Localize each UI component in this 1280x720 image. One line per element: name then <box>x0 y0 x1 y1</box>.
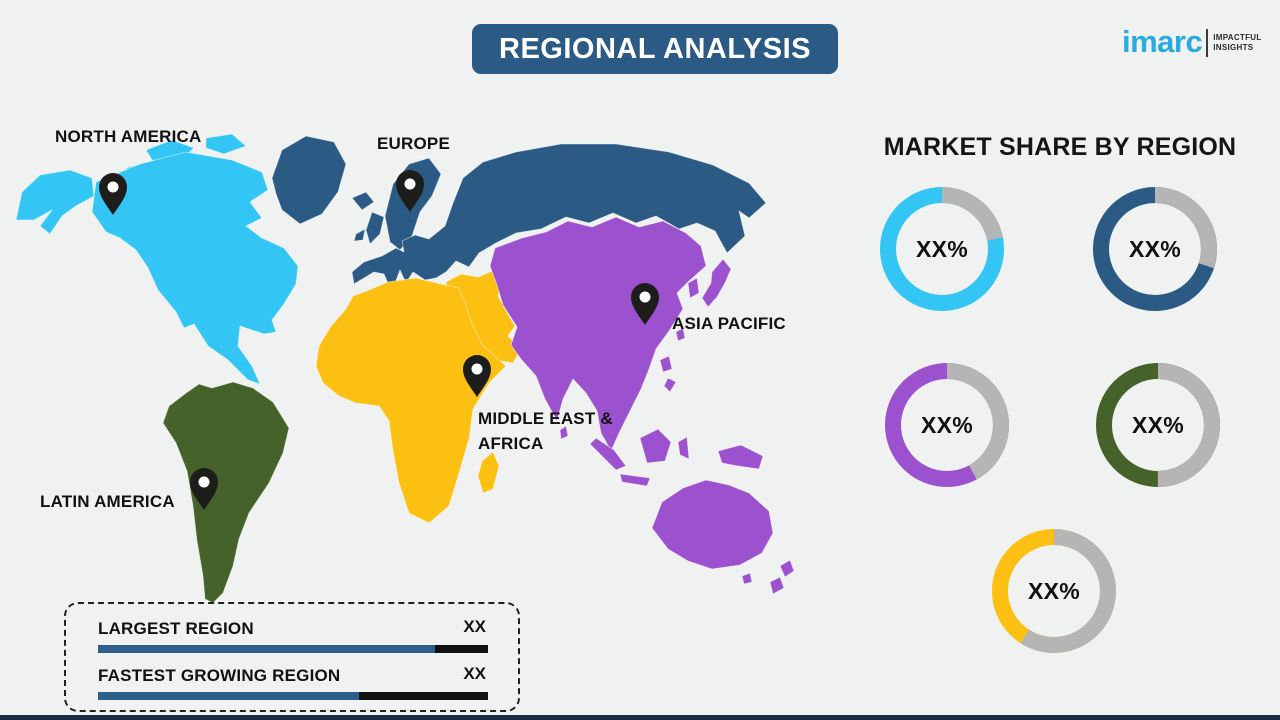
title-banner: REGIONAL ANALYSIS <box>472 24 838 74</box>
donut-latin-america: XX% <box>1088 355 1228 495</box>
label-europe: EUROPE <box>377 134 450 153</box>
fastest-growing-region-value: XX <box>463 664 486 683</box>
pin-middle-east-africa <box>463 355 491 397</box>
largest-region-value: XX <box>463 617 486 636</box>
label-middle-east-africa: MIDDLE EAST & AFRICA <box>478 409 613 453</box>
pin-north-america <box>99 173 127 215</box>
donut-percent-label: XX% <box>1128 235 1182 262</box>
largest-region-bar <box>98 645 488 653</box>
footer-accent-line <box>0 715 1280 720</box>
label-north-america: NORTH AMERICA <box>55 127 202 146</box>
pin-latin-america <box>190 468 218 510</box>
largest-region-label: LARGEST REGION <box>98 619 254 638</box>
fastest-growing-region-label: FASTEST GROWING REGION <box>98 666 341 685</box>
label-latin-america: LATIN AMERICA <box>40 492 175 511</box>
pin-europe <box>396 170 424 212</box>
region-asia-pacific <box>489 216 795 595</box>
donut-asia-pacific: XX% <box>877 355 1017 495</box>
donut-percent-label: XX% <box>1131 411 1185 438</box>
logo-divider <box>1206 28 1209 57</box>
fastest-growing-region-bar <box>98 692 488 700</box>
region-summary-box: LARGEST REGION XX FASTEST GROWING REGION… <box>64 602 520 712</box>
region-middle-east-africa <box>315 269 522 524</box>
imarc-logo: imarc IMPACTFUL INSIGHTS <box>1122 26 1262 57</box>
donut-europe: XX% <box>1085 179 1225 319</box>
market-share-title: MARKET SHARE BY REGION <box>883 133 1237 161</box>
donut-percent-label: XX% <box>915 235 969 262</box>
donut-north-america: XX% <box>872 179 1012 319</box>
pin-asia-pacific <box>631 283 659 325</box>
region-latin-america <box>162 381 290 604</box>
imarc-logo-text: imarc <box>1122 24 1203 59</box>
logo-tagline: IMPACTFUL INSIGHTS <box>1213 32 1262 52</box>
page-title: REGIONAL ANALYSIS <box>499 32 811 65</box>
donut-percent-label: XX% <box>1027 577 1081 604</box>
region-europe <box>271 135 767 293</box>
world-map <box>15 133 795 604</box>
donut-percent-label: XX% <box>920 411 974 438</box>
donut-middle-east-africa: XX% <box>984 521 1124 661</box>
label-asia-pacific: ASIA PACIFIC <box>672 314 786 333</box>
region-north-america <box>15 133 299 385</box>
